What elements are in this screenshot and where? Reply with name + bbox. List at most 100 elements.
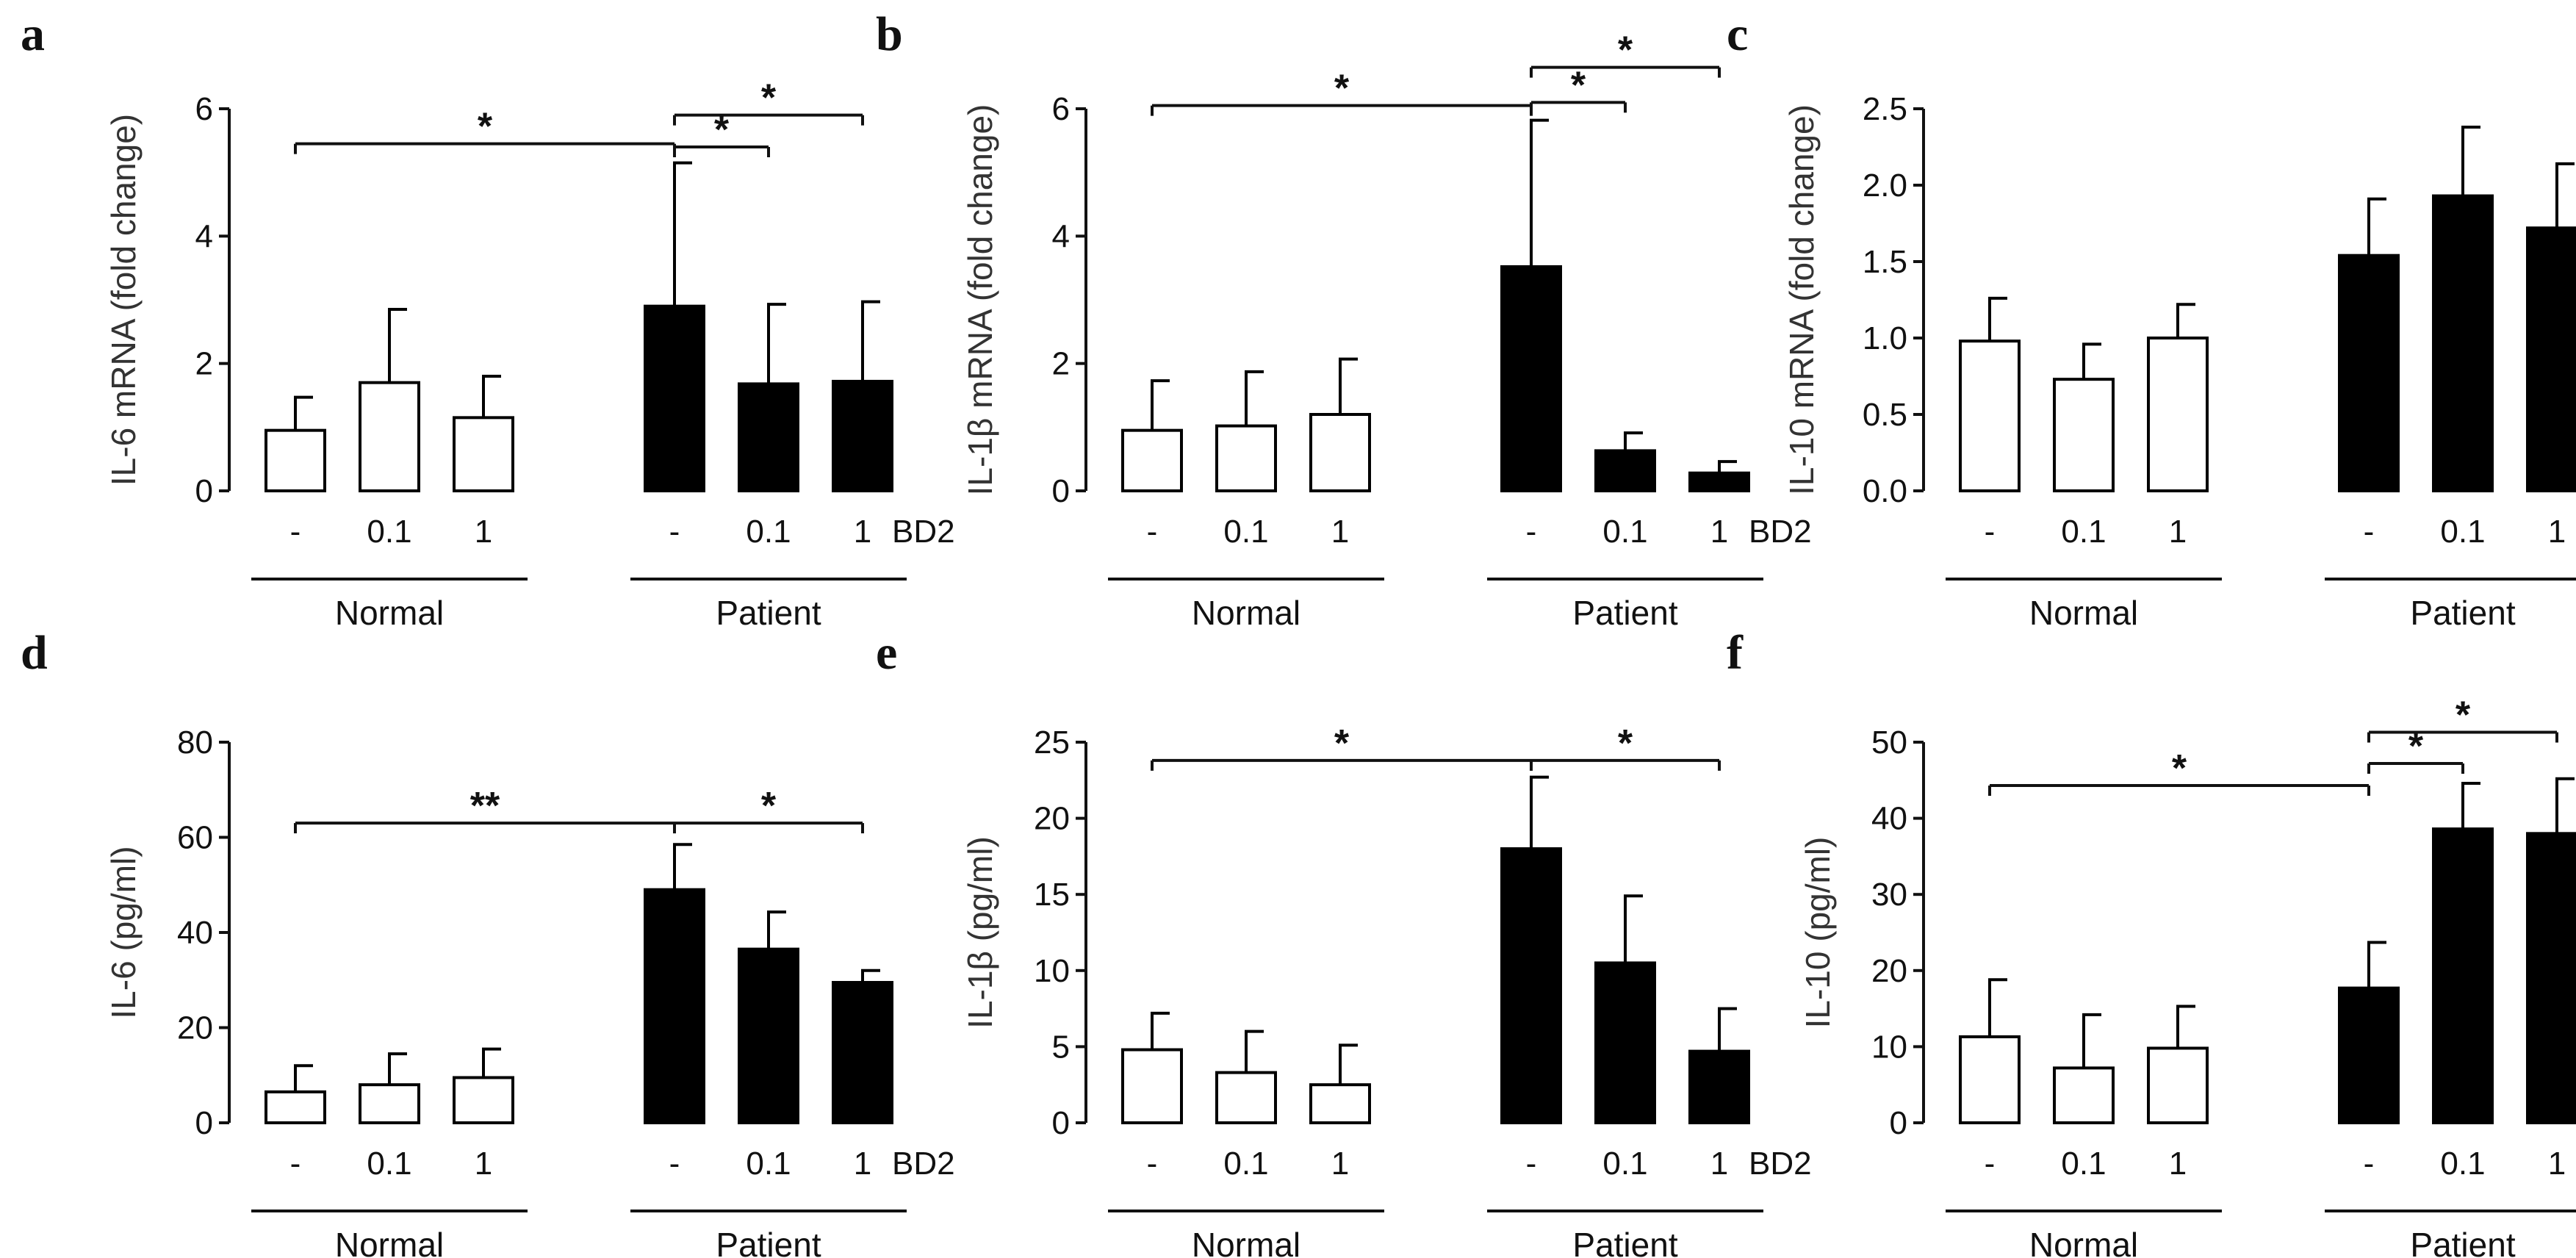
panel-e: e 0 5 10 15 20 25 IL-1β (pg/ml) - 0.1 1 - 0.1 1 BD2 Nor… <box>876 626 1812 1258</box>
x-category-label: 1 <box>2548 1146 2566 1182</box>
x-category-label: - <box>1147 514 1158 550</box>
bar <box>1500 847 1562 1125</box>
y-tick-label: 40 <box>177 915 213 951</box>
x-category-label: 0.1 <box>1602 1146 1647 1182</box>
y-tick-label: 20 <box>1871 953 1907 989</box>
x-category-label: 1 <box>1331 1146 1349 1182</box>
y-tick-label: 4 <box>195 218 213 254</box>
x-category-label: - <box>290 514 301 550</box>
x-category-label: 1 <box>854 514 871 550</box>
panel-letter: a <box>21 7 45 61</box>
panel-letter: c <box>1727 7 1748 61</box>
significance-star: * <box>1571 64 1586 107</box>
y-tick-label: 0.5 <box>1863 397 1907 433</box>
bar <box>1121 428 1183 493</box>
y-tick-label: 2.5 <box>1863 91 1907 127</box>
bar <box>1959 1035 2021 1125</box>
x-category-label: - <box>1147 1146 1158 1182</box>
x-category-label: - <box>2364 514 2375 550</box>
y-tick-label: 0 <box>1890 1105 1907 1141</box>
bar <box>1688 1049 1750 1124</box>
y-tick-label: 20 <box>177 1010 213 1046</box>
panel-letter: d <box>21 626 48 680</box>
significance-star: * <box>714 109 730 151</box>
x-category-label: 1 <box>1710 1146 1728 1182</box>
y-tick-label: 0.0 <box>1863 473 1907 509</box>
group-label-normal: Normal <box>2029 1226 2138 1258</box>
bar <box>1309 413 1371 492</box>
bar <box>359 381 420 493</box>
group-label-patient: Patient <box>716 594 821 632</box>
significance-star: * <box>1618 29 1633 72</box>
bar <box>832 980 893 1125</box>
y-tick-label: 0 <box>1052 1105 1070 1141</box>
group-label-patient: Patient <box>2410 1226 2515 1258</box>
bar <box>453 1076 514 1125</box>
x-category-label: 0.1 <box>746 1146 791 1182</box>
bar <box>2147 1046 2209 1125</box>
bar <box>2432 194 2494 492</box>
bar <box>1121 1048 1183 1124</box>
panel-letter: f <box>1727 626 1744 680</box>
bar <box>453 416 514 492</box>
y-tick-label: 5 <box>1052 1029 1070 1065</box>
significance-star: * <box>761 785 777 827</box>
x-category-label: - <box>290 1146 301 1182</box>
group-label-patient: Patient <box>1572 594 1677 632</box>
y-tick-label: 2.0 <box>1863 168 1907 204</box>
x-category-label: - <box>1526 514 1537 550</box>
y-tick-label: 0 <box>195 1105 213 1141</box>
x-category-label: 1 <box>1710 514 1728 550</box>
bar <box>2147 337 2209 492</box>
x-category-label: - <box>1985 1146 1996 1182</box>
y-tick-label: 1.5 <box>1863 244 1907 280</box>
bar <box>2338 254 2400 492</box>
x-category-label: 0.1 <box>2440 514 2485 550</box>
group-label-patient: Patient <box>1572 1226 1677 1258</box>
y-axis-label: IL-6 mRNA (fold change) <box>104 114 143 486</box>
y-tick-label: 30 <box>1871 877 1907 913</box>
group-label-normal: Normal <box>1192 594 1300 632</box>
y-tick-label: 80 <box>177 725 213 761</box>
y-axis-label: IL-1β mRNA (fold change) <box>961 104 999 496</box>
treatment-label: BD2 <box>892 1146 955 1182</box>
bar <box>2526 226 2576 492</box>
significance-star: * <box>761 77 777 120</box>
bar <box>1309 1083 1371 1124</box>
x-category-label: 0.1 <box>2061 514 2106 550</box>
x-category-label: 0.1 <box>746 514 791 550</box>
y-tick-label: 6 <box>1052 91 1070 127</box>
y-tick-label: 10 <box>1871 1029 1907 1065</box>
x-category-label: 0.1 <box>2061 1146 2106 1182</box>
y-tick-label: 2 <box>1052 346 1070 382</box>
panel-a: a 0 2 4 6 IL-6 mRNA (fold change) - 0.1 1 - 0.1 1 BD… <box>21 7 955 632</box>
significance-star: ** <box>470 785 500 827</box>
x-category-label: 1 <box>475 1146 492 1182</box>
x-category-label: 0.1 <box>2440 1146 2485 1182</box>
panel-f: f 0 10 20 30 40 50 IL-10 (pg/ml) - 0.1 1 - 0.1 1 BD2 No… <box>1727 626 2576 1258</box>
treatment-label: BD2 <box>1749 514 1812 550</box>
y-tick-label: 1.0 <box>1863 320 1907 356</box>
bar <box>2053 1066 2115 1124</box>
x-category-label: 0.1 <box>1602 514 1647 550</box>
bar <box>1215 424 1277 492</box>
significance-star: * <box>1618 722 1633 765</box>
bar <box>265 428 326 493</box>
bar <box>738 947 799 1124</box>
x-category-label: 0.1 <box>1223 514 1268 550</box>
y-tick-label: 0 <box>195 473 213 509</box>
x-category-label: - <box>2364 1146 2375 1182</box>
y-tick-label: 50 <box>1871 725 1907 761</box>
group-label-patient: Patient <box>2410 594 2515 632</box>
panel-d: d 0 20 40 60 80 IL-6 (pg/ml) - 0.1 1 - 0.1 1 BD2 Norma… <box>21 626 955 1258</box>
y-axis-label: IL-1β (pg/ml) <box>961 836 999 1029</box>
x-category-label: - <box>1985 514 1996 550</box>
bar <box>1500 265 1562 492</box>
y-axis-label: IL-10 mRNA (fold change) <box>1782 104 1821 495</box>
x-category-label: 1 <box>854 1146 871 1182</box>
x-category-label: 1 <box>2169 514 2187 550</box>
bar <box>1215 1071 1277 1125</box>
bar <box>2432 827 2494 1124</box>
group-label-normal: Normal <box>335 1226 444 1258</box>
